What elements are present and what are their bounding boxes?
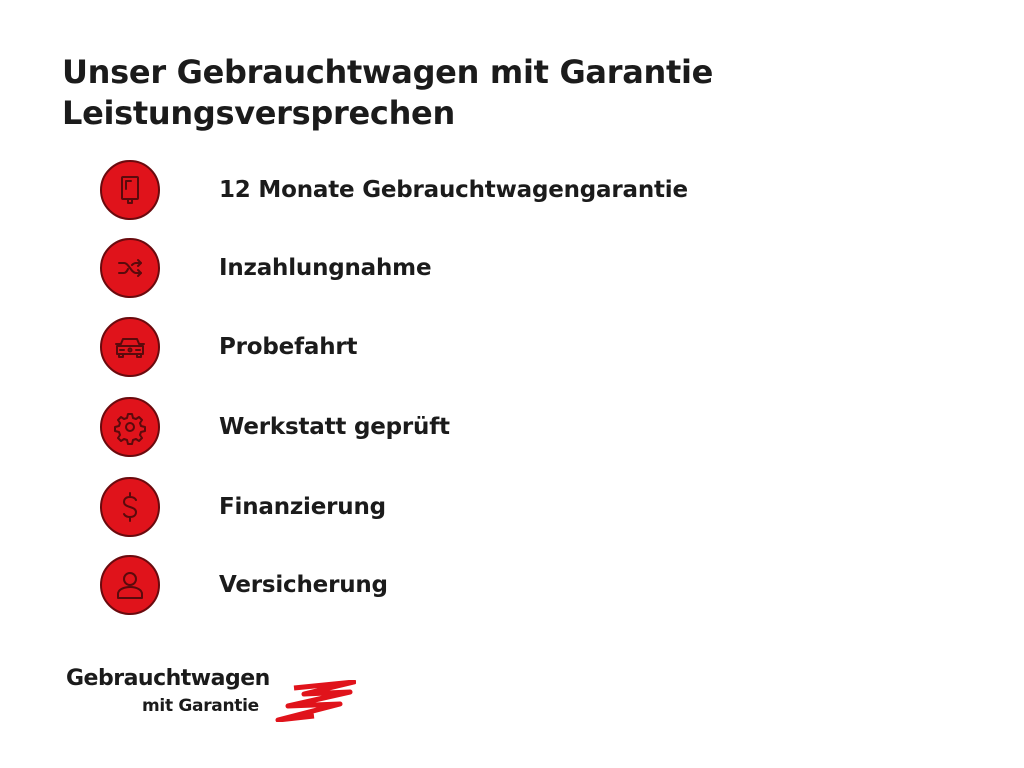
- feature-workshop: Werkstatt geprüft: [100, 395, 450, 459]
- feature-label: Versicherung: [219, 572, 388, 598]
- feature-label: Probefahrt: [219, 334, 358, 360]
- feature-label: Finanzierung: [219, 494, 386, 520]
- feature-financing: Finanzierung: [100, 475, 386, 539]
- feature-test-drive: Probefahrt: [100, 315, 358, 379]
- page-title: Unser Gebrauchtwagen mit Garantie Leistu…: [62, 52, 713, 134]
- red-brush-stroke-icon: [275, 680, 356, 722]
- dollar-icon: [100, 477, 160, 537]
- title-line-2: Leistungsversprechen: [62, 94, 455, 132]
- car-icon: [100, 317, 160, 377]
- feature-label: Werkstatt geprüft: [219, 414, 450, 440]
- logo-line-1: Gebrauchtwagen: [66, 666, 270, 691]
- person-icon: [100, 555, 160, 615]
- shuffle-icon: [100, 238, 160, 298]
- gear-icon: [100, 397, 160, 457]
- feature-insurance: Versicherung: [100, 553, 388, 617]
- title-line-1: Unser Gebrauchtwagen mit Garantie: [62, 53, 714, 91]
- logo-line-2: mit Garantie: [142, 696, 259, 716]
- feature-warranty: 12 Monate Gebrauchtwagengarantie: [100, 158, 688, 222]
- document-icon: [100, 160, 160, 220]
- feature-trade-in: Inzahlungnahme: [100, 236, 432, 300]
- gebrauchtwagen-logo: Gebrauchtwagen mit Garantie: [66, 666, 366, 726]
- feature-label: 12 Monate Gebrauchtwagengarantie: [219, 177, 688, 203]
- feature-label: Inzahlungnahme: [219, 255, 432, 281]
